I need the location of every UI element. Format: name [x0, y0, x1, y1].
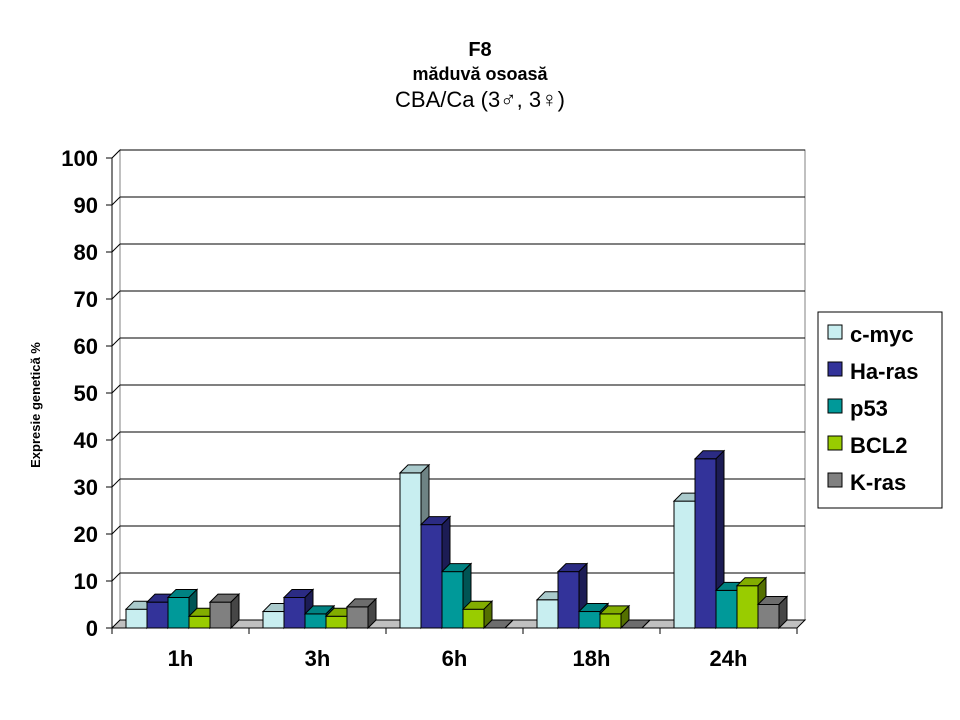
- legend-swatch-Ha-ras: [827, 361, 843, 377]
- y-tick-label: 90: [74, 193, 98, 218]
- chart-subtitle: măduvă osoasă: [412, 64, 548, 84]
- chart-title: F8: [468, 39, 492, 61]
- bar-K-ras-24h: [756, 595, 789, 630]
- legend-label-p53: p53: [850, 396, 888, 421]
- bar-front: [188, 615, 211, 629]
- legend-label-Ha-ras: Ha-ras: [850, 359, 918, 384]
- bar-front: [283, 596, 306, 629]
- y-tick-label: 40: [74, 428, 98, 453]
- gridline-side: [111, 431, 121, 441]
- bar-front: [346, 606, 369, 629]
- x-tick-label: 24h: [710, 646, 748, 671]
- x-tick-label: 1h: [168, 646, 194, 671]
- bar-side: [367, 597, 377, 630]
- gridline-side: [111, 149, 121, 159]
- bar-front: [673, 500, 696, 629]
- gridline-side: [111, 243, 121, 253]
- bar-front: [736, 585, 759, 629]
- y-axis-label: Expresie genetică %: [28, 342, 43, 468]
- bar-Ha-ras-24h: [693, 449, 726, 630]
- bar-front: [694, 458, 717, 629]
- gridline-side: [111, 196, 121, 206]
- bar-front: [462, 608, 485, 629]
- bars: [124, 449, 789, 630]
- gridline-side: [111, 478, 121, 488]
- y-tick-label: 20: [74, 522, 98, 547]
- bar-side: [504, 619, 514, 629]
- y-tick-label: 80: [74, 240, 98, 265]
- legend: c-myc Ha-ras p53 BCL2 K-ras: [817, 311, 943, 509]
- bar-front: [715, 589, 738, 629]
- chart-subtitle-strain: CBA/Ca (3♂, 3♀): [395, 87, 565, 112]
- x-tick-labels: 1h 3h 6h 18h 24h: [168, 646, 748, 671]
- gridline-side: [111, 337, 121, 347]
- bar-front: [399, 472, 422, 629]
- y-tick-label: 100: [61, 146, 98, 171]
- chart-title-block: F8 măduvă osoasă CBA/Ca (3♂, 3♀): [0, 38, 960, 114]
- y-tick-label: 70: [74, 287, 98, 312]
- gridline-side: [111, 290, 121, 300]
- bar-front: [441, 571, 464, 629]
- x-tick-label: 18h: [573, 646, 611, 671]
- bar-front: [599, 613, 622, 629]
- bar-front: [209, 601, 232, 629]
- legend-swatch-BCL2: [827, 435, 843, 451]
- legend-label-c-myc: c-myc: [850, 322, 914, 347]
- y-tick-label: 10: [74, 569, 98, 594]
- bar-front: [536, 599, 559, 629]
- bar-K-ras-3h: [345, 597, 378, 630]
- bar-p53-1h: [166, 588, 199, 630]
- y-tick-label: 0: [86, 616, 98, 641]
- y-tick-label: 30: [74, 475, 98, 500]
- bar-BCL2-6h: [461, 599, 494, 630]
- x-tick-label: 6h: [442, 646, 468, 671]
- legend-swatch-K-ras: [827, 472, 843, 488]
- legend-label-K-ras: K-ras: [850, 470, 906, 495]
- bar-front: [304, 613, 327, 629]
- bar-front: [757, 604, 780, 629]
- gridline-side: [111, 384, 121, 394]
- bar-front: [262, 611, 285, 629]
- bar-K-ras-6h: [482, 619, 515, 629]
- legend-label-BCL2: BCL2: [850, 433, 907, 458]
- legend-swatch-p53: [827, 398, 843, 414]
- bar-side: [778, 595, 788, 630]
- bar-K-ras-18h: [619, 619, 652, 629]
- legend-swatch-c-myc: [827, 324, 843, 340]
- y-tick-labels: 0 10 20 30 40 50 60 70 80 90 100: [61, 146, 98, 641]
- bar-K-ras-1h: [208, 592, 241, 630]
- bar-front: [325, 615, 348, 629]
- bar-front: [578, 611, 601, 629]
- bar-side: [641, 619, 651, 629]
- y-tick-label: 50: [74, 381, 98, 406]
- bar-Ha-ras-3h: [282, 588, 315, 630]
- bar-front: [125, 608, 148, 629]
- bar-front: [557, 571, 580, 629]
- gridline-side: [111, 525, 121, 535]
- gridline-side: [111, 572, 121, 582]
- bar-side: [230, 592, 240, 630]
- bar-front: [146, 601, 169, 629]
- bar-front: [167, 596, 190, 629]
- y-tick-label: 60: [74, 334, 98, 359]
- x-tick-label: 3h: [305, 646, 331, 671]
- bar-front: [420, 524, 443, 629]
- bar-BCL2-18h: [598, 604, 631, 630]
